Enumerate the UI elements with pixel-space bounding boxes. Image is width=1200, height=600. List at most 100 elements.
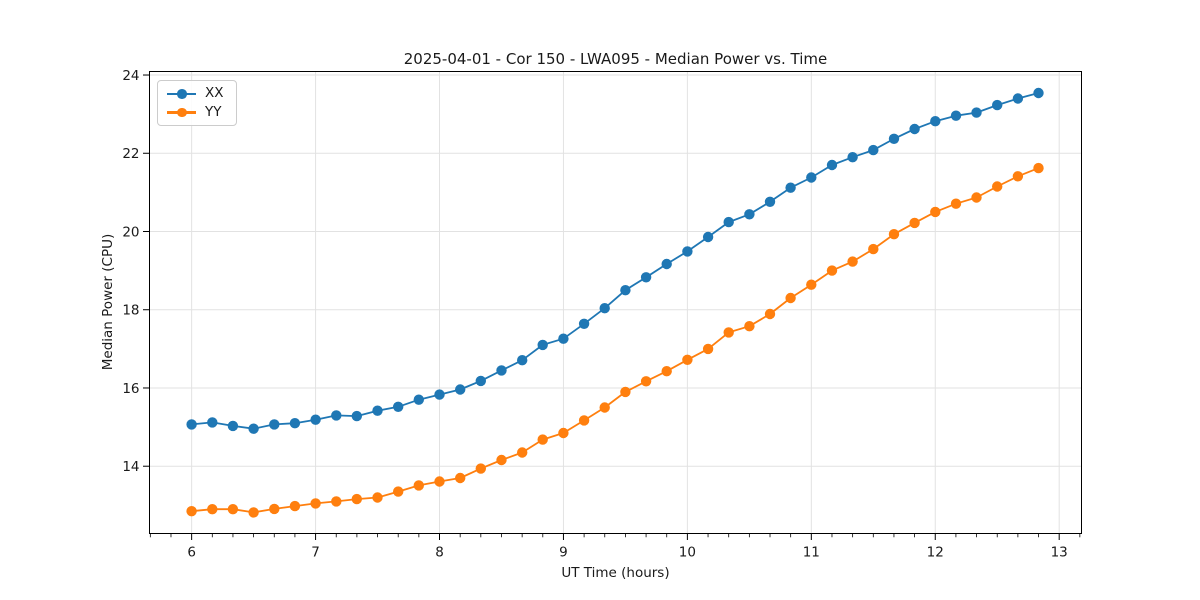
x-tick-label: 13 (1051, 545, 1068, 561)
data-point (537, 339, 548, 351)
data-point (248, 507, 259, 518)
data-point (620, 386, 631, 398)
data-point (930, 116, 941, 127)
data-point (372, 405, 383, 416)
axis-ticks (143, 74, 1081, 540)
axis-tick-labels: 6 7 8 9 10 11 12 13 14 16 18 20 22 24 (122, 68, 1067, 561)
plot-border (149, 71, 1082, 534)
data-point (661, 258, 672, 270)
data-point (393, 486, 404, 497)
data-point (269, 503, 280, 515)
data-point (950, 110, 962, 121)
data-point (826, 265, 838, 276)
data-point (558, 427, 569, 439)
data-point (310, 414, 321, 425)
data-point (289, 500, 301, 512)
data-point (537, 434, 548, 445)
data-point (186, 506, 197, 517)
y-tick-label: 24 (122, 68, 139, 84)
chart-title: 2025-04-01 - Cor 150 - LWA095 - Median P… (403, 50, 828, 68)
data-point (785, 292, 796, 304)
data-point (248, 423, 259, 434)
data-point (475, 463, 486, 474)
x-tick-label: 6 (187, 545, 196, 561)
data-point (269, 419, 280, 430)
data-point (909, 123, 920, 135)
data-point (310, 498, 321, 509)
data-point (227, 420, 239, 432)
legend-item-xx: XX (167, 86, 224, 101)
legend: XX YY (157, 80, 237, 126)
data-point (372, 492, 383, 503)
data-point (496, 454, 507, 466)
data-point (1012, 93, 1024, 104)
data-point (930, 206, 941, 218)
data-point (971, 107, 982, 118)
y-axis-label: Median Power (CPU) (100, 233, 116, 371)
data-point (393, 401, 404, 412)
data-point (413, 480, 424, 491)
x-tick-label: 12 (927, 545, 944, 561)
data-point (517, 447, 528, 458)
data-point (620, 285, 631, 296)
data-point (888, 229, 900, 240)
y-tick-label: 20 (122, 224, 139, 240)
data-point (971, 192, 982, 203)
data-point (868, 144, 879, 156)
y-tick-label: 22 (122, 146, 139, 162)
data-point (826, 159, 838, 171)
data-point (764, 308, 776, 320)
legend-item-yy: YY (167, 105, 224, 120)
data-point (909, 217, 920, 229)
data-point (455, 472, 466, 484)
y-tick-label: 14 (122, 459, 139, 475)
data-point (434, 389, 445, 400)
data-point (289, 418, 301, 429)
data-point (578, 415, 590, 426)
data-point (744, 209, 755, 220)
data-point (764, 196, 776, 207)
x-axis-label: UT Time (hours) (561, 565, 670, 581)
data-point (888, 133, 900, 144)
data-point (558, 333, 569, 344)
data-point (847, 256, 858, 267)
data-point (992, 99, 1003, 111)
data-point (806, 172, 817, 183)
data-point (682, 354, 693, 365)
data-point (806, 279, 817, 290)
data-point (640, 376, 652, 387)
data-point (331, 496, 342, 507)
data-point (1033, 162, 1044, 174)
data-point (475, 375, 486, 387)
x-tick-label: 10 (679, 545, 696, 561)
data-point (744, 321, 755, 332)
data-point (413, 394, 424, 405)
legend-line-marker-yy (167, 108, 196, 116)
data-point (785, 182, 796, 193)
data-point (496, 365, 507, 376)
data-point (640, 272, 652, 283)
series-xx-line (191, 92, 1039, 430)
data-point (578, 318, 590, 329)
y-tick-label: 18 (122, 303, 139, 319)
data-point (331, 410, 342, 421)
gridlines (149, 71, 1082, 534)
legend-line-marker-xx (167, 89, 196, 98)
data-point (227, 504, 239, 515)
data-point (517, 355, 528, 366)
series-yy (186, 162, 1044, 518)
data-point (682, 246, 693, 257)
data-point (702, 231, 714, 243)
data-point (434, 476, 445, 487)
data-point (723, 216, 734, 228)
x-tick-label: 8 (435, 545, 444, 561)
data-point (599, 303, 610, 314)
data-point (599, 402, 610, 413)
data-point (992, 181, 1003, 192)
x-tick-label: 11 (803, 545, 820, 561)
data-point (661, 366, 672, 377)
data-point (723, 327, 734, 338)
data-point (207, 417, 218, 428)
data-point (868, 243, 879, 255)
